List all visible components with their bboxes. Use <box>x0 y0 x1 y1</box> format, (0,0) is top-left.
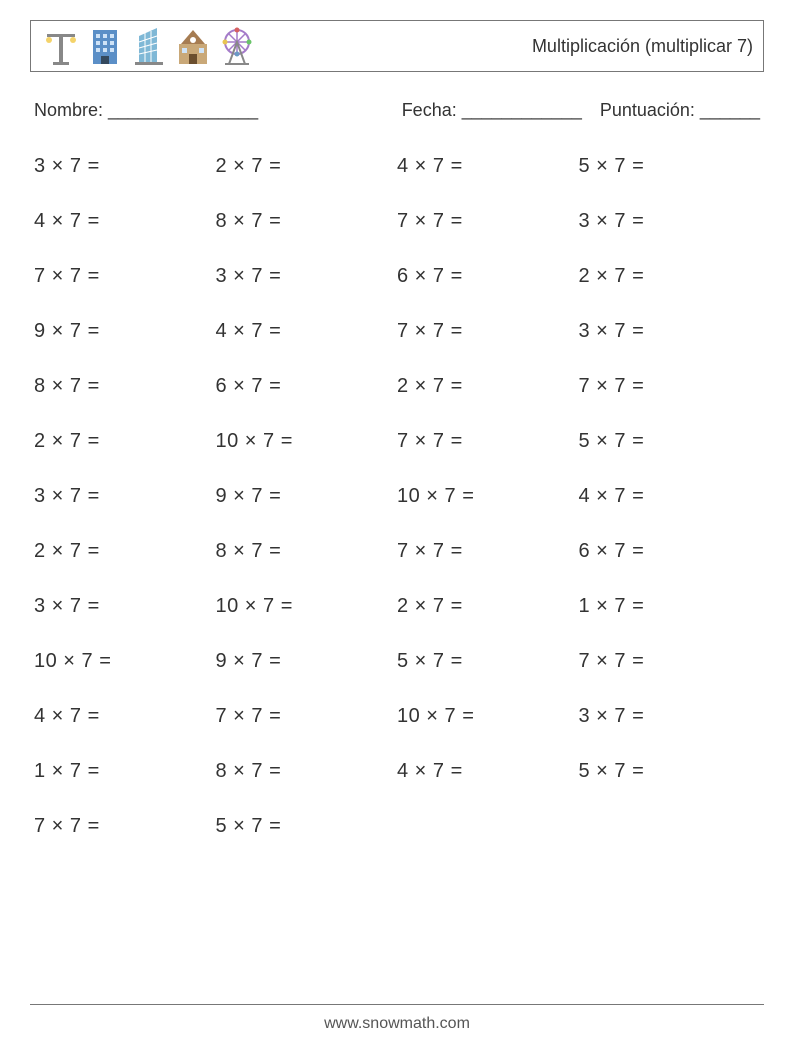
problem-cell: 9 × 7 = <box>216 650 398 673</box>
problem-cell: 9 × 7 = <box>34 320 216 343</box>
problem-cell: 9 × 7 = <box>216 485 398 508</box>
problem-cell: 10 × 7 = <box>397 705 579 728</box>
problem-cell: 7 × 7 = <box>397 430 579 453</box>
problem-cell: 4 × 7 = <box>397 760 579 783</box>
footer-url: www.snowmath.com <box>0 1015 794 1033</box>
problem-cell: 10 × 7 = <box>216 595 398 618</box>
problem-cell: 7 × 7 = <box>216 705 398 728</box>
problem-cell: 6 × 7 = <box>216 375 398 398</box>
problem-cell: 3 × 7 = <box>34 595 216 618</box>
problem-cell: 6 × 7 = <box>397 265 579 288</box>
problem-cell: 7 × 7 = <box>579 375 761 398</box>
problem-cell: 5 × 7 = <box>216 815 398 838</box>
problem-cell: 2 × 7 = <box>34 540 216 563</box>
footer: www.snowmath.com <box>0 1004 794 1033</box>
problem-cell: 4 × 7 = <box>34 210 216 233</box>
problem-cell: 7 × 7 = <box>397 320 579 343</box>
name-field: Nombre: _______________ <box>34 100 258 121</box>
problem-cell: 2 × 7 = <box>397 595 579 618</box>
streetlight-icon <box>41 26 81 66</box>
problem-cell: 2 × 7 = <box>216 155 398 178</box>
problem-cell: 10 × 7 = <box>216 430 398 453</box>
ferris-wheel-icon <box>217 26 257 66</box>
problem-cell: 4 × 7 = <box>34 705 216 728</box>
problem-cell: 10 × 7 = <box>34 650 216 673</box>
problem-cell: 8 × 7 = <box>216 540 398 563</box>
problem-cell: 7 × 7 = <box>34 265 216 288</box>
problem-cell: 8 × 7 = <box>216 760 398 783</box>
problem-cell: 7 × 7 = <box>34 815 216 838</box>
problem-cell: 5 × 7 = <box>579 155 761 178</box>
school-icon <box>173 26 213 66</box>
problem-cell: 2 × 7 = <box>579 265 761 288</box>
problem-cell: 2 × 7 = <box>397 375 579 398</box>
footer-divider <box>30 1004 764 1005</box>
office-building-icon <box>85 26 125 66</box>
problem-cell: 3 × 7 = <box>216 265 398 288</box>
info-row: Nombre: _______________ Fecha: _________… <box>30 100 764 121</box>
problem-cell: 3 × 7 = <box>579 320 761 343</box>
problem-cell: 4 × 7 = <box>579 485 761 508</box>
glass-tower-icon <box>129 26 169 66</box>
problem-cell: 10 × 7 = <box>397 485 579 508</box>
problem-cell: 1 × 7 = <box>34 760 216 783</box>
problem-cell: 8 × 7 = <box>34 375 216 398</box>
problem-cell: 2 × 7 = <box>34 430 216 453</box>
header-icons <box>41 26 257 66</box>
problem-cell: 5 × 7 = <box>579 430 761 453</box>
problem-cell: 3 × 7 = <box>579 210 761 233</box>
problems-grid: 3 × 7 =2 × 7 =4 × 7 =5 × 7 =4 × 7 =8 × 7… <box>30 155 764 838</box>
problem-cell: 3 × 7 = <box>34 485 216 508</box>
score-field: Puntuación: ______ <box>600 100 760 121</box>
worksheet-title: Multiplicación (multiplicar 7) <box>532 36 753 57</box>
problem-cell: 3 × 7 = <box>579 705 761 728</box>
problem-cell: 6 × 7 = <box>579 540 761 563</box>
problem-cell: 1 × 7 = <box>579 595 761 618</box>
problem-cell: 4 × 7 = <box>397 155 579 178</box>
problem-cell: 4 × 7 = <box>216 320 398 343</box>
problem-cell: 7 × 7 = <box>579 650 761 673</box>
problem-cell: 7 × 7 = <box>397 540 579 563</box>
date-field: Fecha: ____________ <box>402 100 582 121</box>
problem-cell: 8 × 7 = <box>216 210 398 233</box>
problem-cell: 3 × 7 = <box>34 155 216 178</box>
problem-cell: 7 × 7 = <box>397 210 579 233</box>
header-box: Multiplicación (multiplicar 7) <box>30 20 764 72</box>
problem-cell: 5 × 7 = <box>579 760 761 783</box>
problem-cell: 5 × 7 = <box>397 650 579 673</box>
